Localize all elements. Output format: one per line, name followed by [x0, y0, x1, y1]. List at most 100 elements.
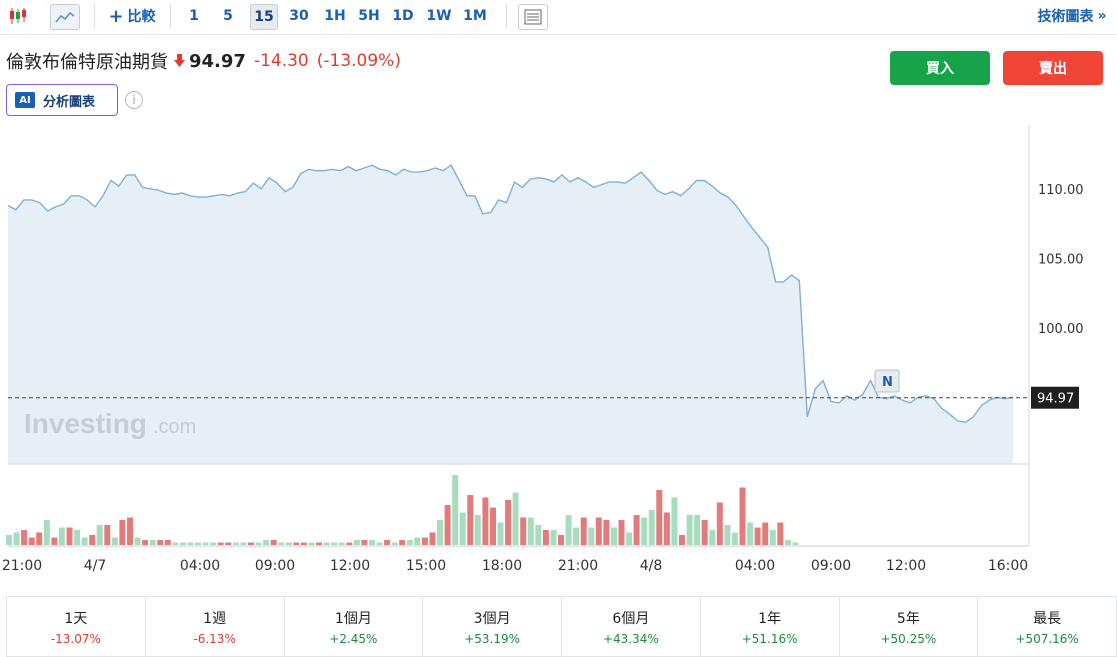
- volume-bar: [520, 517, 527, 545]
- perf-cell[interactable]: 最長 +507.16%: [978, 597, 1117, 657]
- volume-bar: [263, 540, 270, 545]
- volume-bar: [709, 530, 716, 545]
- volume-bar: [308, 542, 315, 545]
- volume-bar: [285, 542, 292, 545]
- interval-5h[interactable]: 5H: [358, 8, 380, 24]
- volume-bar: [66, 527, 73, 545]
- price-line: [7, 164, 1014, 424]
- volume-bar: [580, 517, 587, 545]
- interval-1h[interactable]: 1H: [324, 8, 346, 24]
- volume-bar: [331, 542, 338, 545]
- interval-1[interactable]: 1: [189, 8, 199, 24]
- volume-bar: [232, 542, 239, 545]
- perf-cell[interactable]: 3個月 +53.19%: [423, 597, 562, 657]
- perf-cell[interactable]: 1年 +51.16%: [700, 597, 840, 657]
- volume-bar: [588, 527, 595, 545]
- volume-bar: [542, 530, 549, 545]
- volume-bar: [74, 530, 81, 545]
- volume-bar: [187, 542, 194, 545]
- double-chevron-icon: »: [1097, 8, 1107, 24]
- volume-bar: [391, 542, 398, 545]
- investing-watermark: Investing: [24, 408, 147, 439]
- volume-bar: [13, 532, 20, 545]
- volume-bar: [686, 515, 693, 545]
- volume-bar: [663, 512, 670, 545]
- x-tick-label: 12:00: [886, 558, 926, 574]
- volume-bar: [195, 542, 201, 545]
- volume-bar: [747, 522, 754, 545]
- interval-15[interactable]: 15: [250, 4, 278, 30]
- price-area-fill: [8, 165, 1013, 463]
- perf-cell[interactable]: 1天 -13.07%: [7, 597, 146, 657]
- down-arrow-icon: [174, 52, 185, 71]
- perf-period-change: +2.45%: [329, 631, 378, 646]
- volume-bar: [762, 522, 769, 545]
- interval-1w[interactable]: 1W: [426, 8, 452, 24]
- volume-bar: [414, 537, 421, 545]
- perf-cell[interactable]: 1個月 +2.45%: [284, 597, 424, 657]
- volume-bar: [444, 505, 451, 545]
- perf-period-label: 最長: [1033, 610, 1062, 627]
- volume-bar: [21, 530, 28, 545]
- perf-period-change: +51.16%: [741, 631, 798, 646]
- volume-bar: [512, 492, 519, 545]
- volume-bar: [656, 490, 663, 545]
- price-change-percent: (-13.09%): [316, 51, 401, 71]
- volume-bar: [217, 542, 224, 545]
- interval-30[interactable]: 30: [289, 8, 309, 24]
- x-tick-label: 09:00: [255, 558, 295, 574]
- y-tick-label: 105.00: [1038, 252, 1084, 267]
- volume-bar: [784, 540, 791, 545]
- x-tick-label: 21:00: [2, 558, 42, 574]
- perf-period-change: +53.19%: [464, 631, 521, 646]
- volume-bar: [626, 532, 633, 545]
- volume-bar: [792, 542, 799, 545]
- interval-1d[interactable]: 1D: [392, 8, 414, 24]
- volume-bar: [452, 475, 459, 545]
- perf-cell[interactable]: 5年 +50.25%: [839, 597, 979, 657]
- area-chart-icon[interactable]: [50, 4, 80, 30]
- info-icon[interactable]: i: [125, 91, 143, 109]
- sell-button[interactable]: 賣出: [1003, 51, 1103, 85]
- interval-5[interactable]: 5: [223, 8, 233, 24]
- volume-bar: [573, 527, 580, 545]
- perf-cell[interactable]: 6個月 +43.34%: [562, 597, 701, 657]
- chart-toolbar: + 比較 1 5 15 30 1H 5H 1D 1W 1M 技術圖表 »: [0, 0, 1117, 35]
- volume-bar: [406, 540, 413, 545]
- compare-button[interactable]: + 比較: [104, 4, 160, 28]
- compare-label: 比較: [127, 9, 156, 25]
- performance-strip: 1天 -13.07% 1週 -6.13% 1個月 +2.45% 3個月 +53.19% 6個月 +…: [6, 596, 1117, 657]
- perf-period-change: +507.16%: [1015, 631, 1079, 646]
- volume-bar: [376, 542, 383, 545]
- toolbar-divider: [94, 4, 95, 28]
- x-tick-label: 4/7: [84, 558, 107, 574]
- volume-bar: [505, 500, 512, 545]
- volume-bar: [6, 535, 12, 545]
- volume-bar: [550, 530, 557, 545]
- volume-bar: [429, 532, 436, 545]
- table-view-icon[interactable]: [518, 4, 548, 30]
- volume-bar: [482, 497, 489, 545]
- buy-button[interactable]: 買入: [890, 51, 990, 85]
- volume-bar: [96, 525, 103, 545]
- last-price-badge: [1031, 386, 1079, 409]
- perf-period-label: 3個月: [473, 610, 511, 627]
- candlestick-chart-icon[interactable]: [4, 4, 32, 28]
- volume-bar: [210, 542, 217, 545]
- volume-bar: [558, 535, 564, 545]
- volume-bar: [739, 487, 746, 545]
- volume-bar: [565, 515, 572, 545]
- volume-bar: [490, 507, 496, 545]
- ai-analysis-label: 分析圖表: [43, 94, 96, 110]
- tech-chart-link[interactable]: 技術圖表 »: [1030, 4, 1114, 28]
- volume-bar: [89, 535, 96, 545]
- volume-bar: [248, 542, 254, 545]
- ai-analysis-button[interactable]: AI 分析圖表: [6, 84, 118, 116]
- interval-1m[interactable]: 1M: [463, 8, 487, 24]
- perf-period-label: 5年: [896, 610, 920, 627]
- y-tick-label: 110.00: [1038, 183, 1084, 198]
- volume-bar: [716, 502, 723, 545]
- perf-cell[interactable]: 1週 -6.13%: [145, 597, 285, 657]
- volume-bar: [240, 542, 247, 545]
- volume-bar: [202, 542, 209, 545]
